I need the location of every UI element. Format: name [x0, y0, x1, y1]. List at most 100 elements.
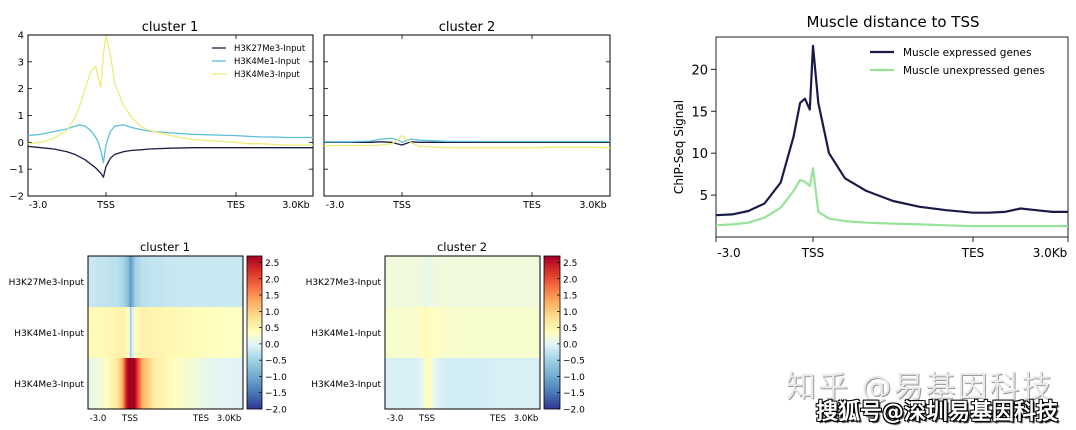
heatmap-cell [413, 358, 415, 410]
heatmap-cell [472, 358, 474, 410]
heatmap-cell [212, 256, 214, 308]
heatmap-cell [104, 256, 106, 308]
heatmap-cell [147, 256, 149, 308]
heatmap-cell [230, 358, 232, 410]
heatmap-cell [477, 307, 479, 359]
heatmap-cell [493, 307, 495, 359]
heatmap-cell [413, 256, 415, 308]
colorbar-tick: −2.0 [265, 406, 287, 416]
heatmap-cell [203, 256, 205, 308]
heatmap-cell [112, 256, 114, 308]
heatmap-cell [452, 256, 454, 308]
heatmap-cell [189, 358, 191, 410]
heatmap-cell [178, 307, 180, 359]
heatmap-cell [108, 307, 110, 359]
heatmap-cell [207, 358, 209, 410]
heatmap-cell [403, 307, 405, 359]
heatmap-cell [91, 256, 93, 308]
heatmap-cell [434, 307, 436, 359]
heatmap-cell [469, 307, 471, 359]
heatmap-cell [211, 307, 213, 359]
heatmap-cell [105, 307, 107, 359]
heatmap-cell [391, 256, 393, 308]
x-tick: 3.0Kb [282, 200, 309, 211]
heatmap-cell [487, 256, 489, 308]
row-label: H3K27Me3-Input [306, 278, 382, 288]
heatmap-cell [502, 256, 504, 308]
row-label: H3K4Me3-Input [311, 380, 381, 390]
colorbar-tick: −1.0 [265, 373, 287, 383]
heatmap-cell [509, 358, 511, 410]
heatmap-cell [98, 358, 100, 410]
heatmap-cell [217, 256, 219, 308]
colorbar-tick: 0.5 [563, 324, 577, 334]
colorbar-tick: 0.0 [265, 340, 280, 350]
heatmap-cell [534, 307, 536, 359]
heatmap-cell [94, 307, 96, 359]
heatmap-cell [445, 358, 447, 410]
heatmap-cell [146, 256, 148, 308]
heatmap-cell [183, 358, 185, 410]
heatmap-cell [215, 256, 217, 308]
heatmap-cell [507, 358, 509, 410]
heatmap-cell [503, 256, 505, 308]
heatmap-cell [126, 358, 128, 410]
heatmap-cell [530, 358, 532, 410]
heatmap-cell [148, 358, 150, 410]
heatmap-cell [137, 358, 139, 410]
heatmap-cell [527, 358, 529, 410]
heatmap-cell [172, 256, 174, 308]
heatmap-cell [418, 256, 420, 308]
heatmap-cell [95, 358, 97, 410]
heatmap-cell [173, 307, 175, 359]
heatmap-cell [152, 358, 154, 410]
heatmap-cell [448, 256, 450, 308]
heatmap-cell [420, 256, 422, 308]
heatmap-cell [458, 307, 460, 359]
heatmap-cell [198, 256, 200, 308]
heatmap-cell [530, 307, 532, 359]
heatmap-cell [139, 358, 141, 410]
heatmap-cell [224, 256, 226, 308]
x-axis-ticks: -3.0 TSS TES 3.0Kb [29, 200, 310, 211]
heatmap-cell [175, 256, 177, 308]
heatmap-cell [470, 358, 472, 410]
heatmap-cell [521, 358, 523, 410]
y-tick: 1 [18, 111, 24, 122]
heatmap-cell [157, 358, 159, 410]
heatmap-cell [403, 256, 405, 308]
heatmap-cell [401, 307, 403, 359]
heatmap-cell [222, 358, 224, 410]
heatmap-cell [478, 358, 480, 410]
heatmap-cell [529, 307, 531, 359]
heatmap-cell [535, 256, 537, 308]
heatmap-cell [492, 358, 494, 410]
heatmap-cell [461, 307, 463, 359]
heatmap-cell [212, 307, 214, 359]
heatmap-cell [149, 256, 151, 308]
heatmap-cell [136, 256, 138, 308]
heatmap-cell [415, 256, 417, 308]
heatmap-cell [419, 358, 421, 410]
heatmap-cell [217, 358, 219, 410]
heatmap-cell [508, 307, 510, 359]
row-label: H3K4Me1-Input [14, 329, 84, 339]
heatmap-cell [524, 256, 526, 308]
heatmap-cell [199, 256, 201, 308]
heatmap-cell [429, 256, 431, 308]
heatmap-cell [158, 358, 160, 410]
heatmap-cell [485, 358, 487, 410]
heatmap-cell [111, 256, 113, 308]
heatmap-cell [411, 358, 413, 410]
heatmap-cell [468, 256, 470, 308]
heatmap-cell [442, 358, 444, 410]
heatmap-cell [457, 256, 459, 308]
heatmap-cell [233, 307, 235, 359]
heatmap-cell [151, 256, 153, 308]
heatmap-cell [438, 358, 440, 410]
heatmap-cell [107, 256, 109, 308]
x-tick: TSS [121, 414, 138, 424]
heatmap-cell [395, 307, 397, 359]
heatmap-cell [197, 307, 199, 359]
